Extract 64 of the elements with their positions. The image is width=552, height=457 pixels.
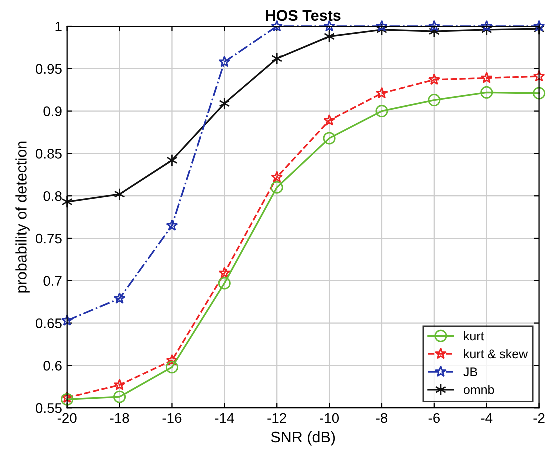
point: [114, 292, 126, 304]
point: [324, 30, 336, 43]
point: [166, 354, 178, 366]
point: [323, 132, 336, 145]
point: [533, 70, 546, 82]
y-tick-label: 1: [56, 22, 62, 32]
point: [218, 56, 231, 68]
point: [218, 267, 231, 278]
legend-label: kurt: [464, 331, 484, 341]
point: [481, 24, 492, 36]
y-tick-label: 0.7: [44, 276, 62, 286]
x-tick-label: -16: [162, 413, 182, 424]
x-tick-label: -8: [376, 413, 388, 424]
y-tick-label: 0.8: [44, 191, 62, 202]
x-tick-label: -10: [320, 413, 340, 424]
point: [376, 20, 388, 32]
x-tick-label: -4: [481, 413, 493, 424]
point: [114, 378, 126, 390]
point: [376, 24, 388, 36]
y-tick-label: 0.6: [44, 361, 62, 371]
legend-label: omnb: [464, 385, 494, 394]
point: [218, 277, 231, 290]
y-axis-title: probability of detection: [16, 142, 30, 293]
point: [533, 87, 546, 100]
x-tick-label: -20: [58, 413, 77, 424]
point: [166, 154, 178, 167]
x-tick-label: -6: [428, 413, 440, 424]
point: [114, 390, 126, 404]
chart-title: HOS Tests: [266, 10, 341, 22]
y-tick-label: 0.75: [36, 234, 62, 244]
point: [166, 220, 178, 231]
point: [61, 392, 74, 404]
y-tick-label: 0.65: [36, 318, 62, 328]
x-tick-label: -12: [268, 413, 286, 424]
point: [270, 181, 284, 194]
y-tick-label: 0.85: [36, 149, 62, 159]
legend-label: JB: [464, 368, 478, 376]
x-axis-title: SNR (dB): [271, 431, 336, 446]
point: [114, 188, 126, 201]
point: [376, 105, 388, 118]
point: [219, 97, 230, 110]
legend-label: kurt & skew: [464, 349, 528, 359]
point: [480, 86, 494, 99]
point: [533, 20, 546, 32]
point: [166, 361, 178, 374]
point: [480, 20, 493, 32]
point: [61, 393, 74, 406]
y-tick-label: 0.95: [36, 64, 62, 74]
point: [62, 196, 73, 208]
x-tick-label: -14: [215, 413, 234, 424]
point: [271, 171, 284, 183]
x-tick-label: -2: [534, 413, 545, 424]
point: [324, 114, 336, 126]
point: [480, 72, 493, 84]
point: [428, 94, 441, 107]
point: [428, 74, 440, 86]
point: [376, 87, 388, 99]
point: [428, 20, 440, 32]
y-tick-label: 0.55: [36, 403, 62, 414]
point: [534, 22, 545, 36]
point: [61, 314, 74, 326]
point: [272, 52, 283, 65]
x-tick-label: -18: [110, 413, 130, 424]
y-tick-label: 0.9: [44, 106, 62, 116]
